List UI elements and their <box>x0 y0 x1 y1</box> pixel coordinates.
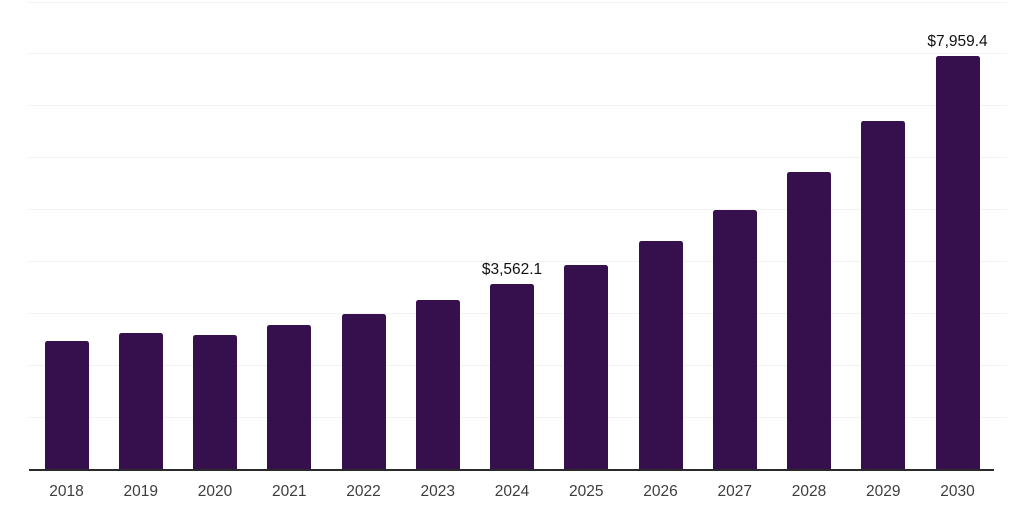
x-axis-line <box>29 469 994 471</box>
x-tick-2029: 2029 <box>866 483 901 500</box>
bar-2026 <box>638 241 683 469</box>
x-tick-2027: 2027 <box>717 483 752 500</box>
x-tick-2026: 2026 <box>643 483 678 500</box>
bar-2028 <box>787 172 831 469</box>
bar-2030 <box>935 55 980 469</box>
x-tick-2018: 2018 <box>49 483 84 500</box>
x-tick-2019: 2019 <box>123 483 158 500</box>
bar-2022 <box>341 314 386 469</box>
bar-2027 <box>712 210 757 469</box>
data-label-2030: $7,959.4 <box>927 32 988 50</box>
x-tick-2022: 2022 <box>346 483 381 500</box>
x-tick-2020: 2020 <box>197 483 233 500</box>
bar-2021 <box>267 325 312 469</box>
gridline-7000 <box>29 105 1007 107</box>
bar-2029 <box>861 120 906 469</box>
x-tick-2024: 2024 <box>494 483 530 500</box>
gridline-5000 <box>29 209 1007 211</box>
bar-2018 <box>44 341 89 469</box>
gridline-4000 <box>29 261 1007 263</box>
bar-2020 <box>193 335 237 469</box>
x-tick-2030: 2030 <box>940 483 975 500</box>
gridline-6000 <box>29 157 1007 159</box>
x-tick-2025: 2025 <box>569 483 604 500</box>
gridline-8000 <box>29 53 1007 55</box>
data-label-2024: $3,562.1 <box>481 260 543 278</box>
x-tick-2028: 2028 <box>791 483 827 500</box>
bar-2024 <box>490 283 534 469</box>
bar-2019 <box>118 333 163 469</box>
bar-2023 <box>415 299 460 469</box>
bar-2025 <box>564 265 609 469</box>
x-tick-2023: 2023 <box>420 483 455 500</box>
x-tick-2021: 2021 <box>272 483 307 500</box>
gridline-9000 <box>29 1 1007 3</box>
